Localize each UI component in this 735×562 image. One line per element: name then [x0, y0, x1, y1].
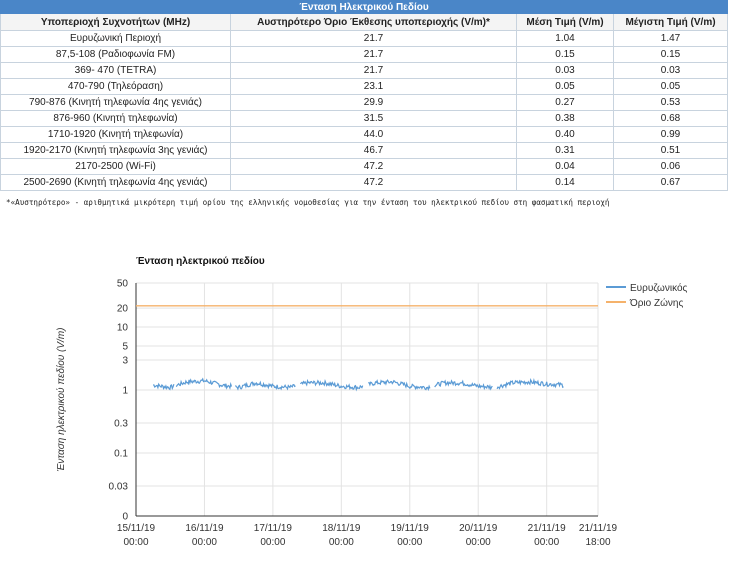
chart-title: Ένταση ηλεκτρικού πεδίου — [136, 256, 265, 267]
field-strength-table: Ένταση Ηλεκτρικού Πεδίου Υποπεριοχή Συχνο… — [0, 0, 728, 191]
x-tick-time: 00:00 — [123, 537, 148, 548]
x-tick-time: 00:00 — [192, 537, 217, 548]
x-tick-date: 17/11/19 — [254, 523, 293, 534]
x-tick-time: 18:00 — [585, 537, 610, 548]
table-cell: 0.40 — [516, 126, 614, 143]
table-cell: 47.2 — [230, 174, 517, 191]
table-row: 876-960 (Κινητή τηλεφωνία) 31.5 0.38 0.68 — [0, 110, 728, 127]
column-header: Αυστηρότερο Όριο Έκθεσης υποπεριοχής (V/… — [230, 13, 517, 31]
table-caption: Ένταση Ηλεκτρικού Πεδίου — [0, 0, 728, 14]
x-tick-date: 21/11/19 — [528, 523, 567, 534]
table-row: 2500-2690 (Κινητή τηλεφωνία 4ης γενιάς) 4… — [0, 174, 728, 191]
table-cell: 29.9 — [230, 94, 517, 111]
y-tick-label: 0.03 — [109, 481, 129, 492]
table-cell: 0.04 — [516, 158, 614, 175]
table-cell: 23.1 — [230, 78, 517, 95]
x-tick-date: 19/11/19 — [391, 523, 430, 534]
x-tick-time: 00:00 — [466, 537, 491, 548]
x-tick-time: 00:00 — [329, 537, 354, 548]
legend-label-limit: Όριο Ζώνης — [629, 297, 683, 309]
column-header: Μέση Τιμή (V/m) — [516, 13, 614, 31]
table-cell: 0.05 — [613, 78, 728, 95]
electric-field-chart: Ένταση ηλεκτρικού πεδίου 50 20 10 5 3 1 0.3 0.1 0… — [55, 256, 688, 548]
y-tick-label: 10 — [117, 323, 129, 334]
table-cell: 31.5 — [230, 110, 517, 127]
table-cell: 0.99 — [613, 126, 728, 143]
y-axis-label: Ένταση ηλεκτρικού πεδίου (V/m) — [55, 328, 67, 472]
table-cell: 876-960 (Κινητή τηλεφωνία) — [0, 110, 231, 127]
x-tick-time: 00:00 — [397, 537, 422, 548]
table-cell: 470-790 (Τηλεόραση) — [0, 78, 231, 95]
table-cell: 0.03 — [613, 62, 728, 79]
table-cell: 46.7 — [230, 142, 517, 159]
table-cell: 0.15 — [516, 46, 614, 63]
table-row: 2170-2500 (Wi-Fi) 47.2 0.04 0.06 — [0, 158, 728, 175]
table-cell: 2170-2500 (Wi-Fi) — [0, 158, 231, 175]
x-tick-date: 15/11/19 — [117, 523, 156, 534]
series-line-broadband — [152, 377, 564, 392]
footnote: *«Αυστηρότερο» - αριθμητικά μικρότερη τι… — [6, 198, 610, 207]
table-cell: 1710-1920 (Κινητή τηλεφωνία) — [0, 126, 231, 143]
table-cell: 0.15 — [613, 46, 728, 63]
x-tick-time: 00:00 — [534, 537, 559, 548]
table-cell: 87,5-108 (Ραδιοφωνία FM) — [0, 46, 231, 63]
table-cell: 21.7 — [230, 46, 517, 63]
table-cell: 0.68 — [613, 110, 728, 127]
table-cell: 0.27 — [516, 94, 614, 111]
table-cell: 0.03 — [516, 62, 614, 79]
table-cell: 0.38 — [516, 110, 614, 127]
table-cell: 47.2 — [230, 158, 517, 175]
x-tick-time: 00:00 — [260, 537, 285, 548]
table-cell: 1920-2170 (Κινητή τηλεφωνία 3ης γενιάς) — [0, 142, 231, 159]
column-header: Υποπεριοχή Συχνοτήτων (MHz) — [0, 13, 231, 31]
table-cell: 790-876 (Κινητή τηλεφωνία 4ης γενιάς) — [0, 94, 231, 111]
column-header: Μέγιστη Τιμή (V/m) — [613, 13, 728, 31]
table-cell: 1.04 — [516, 30, 614, 47]
y-tick-label: 1 — [122, 386, 128, 397]
y-tick-label: 50 — [117, 279, 129, 290]
y-tick-label: 3 — [122, 355, 128, 366]
table-row: 87,5-108 (Ραδιοφωνία FM) 21.7 0.15 0.15 — [0, 46, 728, 63]
table-row: 1920-2170 (Κινητή τηλεφωνία 3ης γενιάς) 4… — [0, 142, 728, 159]
x-tick-date: 16/11/19 — [185, 523, 224, 534]
table-cell: 44.0 — [230, 126, 517, 143]
y-tick-label: 0.1 — [114, 449, 128, 460]
table-cell: 369- 470 (TETRA) — [0, 62, 231, 79]
table-row: Ευρυζωνική Περιοχή 21.7 1.04 1.47 — [0, 30, 728, 47]
table-cell: 0.67 — [613, 174, 728, 191]
table-cell: 21.7 — [230, 30, 517, 47]
table-row: 790-876 (Κινητή τηλεφωνία 4ης γενιάς) 29.… — [0, 94, 728, 111]
y-tick-label: 0 — [122, 512, 128, 523]
legend-label-broadband: Ευρυζωνικός — [630, 282, 688, 294]
table-cell: 0.05 — [516, 78, 614, 95]
x-tick-date: 18/11/19 — [322, 523, 361, 534]
table-cell: 0.31 — [516, 142, 614, 159]
x-tick-date: 21/11/19 — [579, 523, 618, 534]
table-cell: 0.51 — [613, 142, 728, 159]
y-tick-label: 20 — [117, 304, 129, 315]
table-cell: 21.7 — [230, 62, 517, 79]
table-cell: 0.53 — [613, 94, 728, 111]
table-cell: 0.06 — [613, 158, 728, 175]
table-cell: Ευρυζωνική Περιοχή — [0, 30, 231, 47]
y-tick-label: 0.3 — [114, 418, 128, 429]
table-row: 470-790 (Τηλεόραση) 23.1 0.05 0.05 — [0, 78, 728, 95]
table-row: 369- 470 (TETRA) 21.7 0.03 0.03 — [0, 62, 728, 79]
table-cell: 2500-2690 (Κινητή τηλεφωνία 4ης γενιάς) — [0, 174, 231, 191]
y-tick-label: 5 — [122, 341, 128, 352]
table-row: 1710-1920 (Κινητή τηλεφωνία) 44.0 0.40 0.99 — [0, 126, 728, 143]
table-cell: 1.47 — [613, 30, 728, 47]
table-cell: 0.14 — [516, 174, 614, 191]
x-tick-date: 20/11/19 — [459, 523, 498, 534]
